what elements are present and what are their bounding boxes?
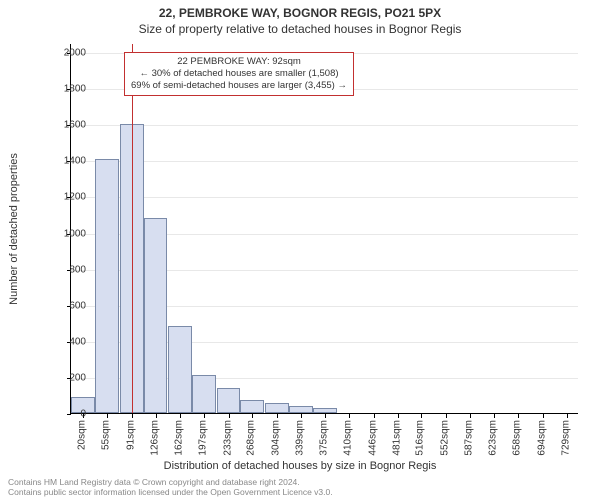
footer-attribution: Contains HM Land Registry data © Crown c… (8, 478, 333, 498)
x-tick-label: 694sqm (536, 420, 547, 456)
y-tick-label: 600 (46, 300, 86, 311)
x-tick-mark (132, 414, 133, 418)
x-tick-label: 446sqm (367, 420, 378, 456)
x-tick-mark (325, 414, 326, 418)
histogram-bar (289, 406, 313, 413)
x-tick-label: 623sqm (488, 420, 499, 456)
x-tick-mark (107, 414, 108, 418)
x-tick-mark (349, 414, 350, 418)
x-tick-label: 375sqm (319, 420, 330, 456)
y-tick-label: 0 (46, 409, 86, 420)
chart-title-line1: 22, PEMBROKE WAY, BOGNOR REGIS, PO21 5PX (0, 6, 600, 20)
x-tick-label: 197sqm (197, 420, 208, 456)
y-tick-label: 1000 (46, 228, 86, 239)
x-tick-mark (518, 414, 519, 418)
x-tick-label: 410sqm (343, 420, 354, 456)
y-tick-label: 1400 (46, 156, 86, 167)
x-tick-label: 481sqm (391, 420, 402, 456)
x-tick-label: 552sqm (440, 420, 451, 456)
y-tick-label: 1800 (46, 84, 86, 95)
x-tick-label: 55sqm (101, 420, 112, 450)
x-tick-mark (446, 414, 447, 418)
x-tick-label: 339sqm (294, 420, 305, 456)
annotation-line: 69% of semi-detached houses are larger (… (131, 80, 347, 92)
gridline (71, 197, 578, 198)
x-tick-label: 20sqm (77, 420, 88, 450)
histogram-bar (265, 403, 289, 413)
x-tick-mark (421, 414, 422, 418)
y-tick-label: 200 (46, 372, 86, 383)
x-tick-label: 233sqm (222, 420, 233, 456)
histogram-bar (144, 218, 168, 413)
x-tick-label: 162sqm (174, 420, 185, 456)
x-tick-mark (204, 414, 205, 418)
y-tick-label: 1600 (46, 120, 86, 131)
y-tick-label: 1200 (46, 192, 86, 203)
annotation-line: 22 PEMBROKE WAY: 92sqm (131, 56, 347, 68)
x-tick-mark (301, 414, 302, 418)
x-tick-mark (277, 414, 278, 418)
x-tick-mark (180, 414, 181, 418)
histogram-bar (313, 408, 337, 413)
y-tick-label: 2000 (46, 48, 86, 59)
gridline (71, 125, 578, 126)
x-tick-mark (398, 414, 399, 418)
histogram-bar (192, 375, 216, 413)
x-tick-mark (252, 414, 253, 418)
x-tick-mark (567, 414, 568, 418)
x-tick-label: 126sqm (149, 420, 160, 456)
x-axis-label: Distribution of detached houses by size … (0, 460, 600, 472)
marker-annotation: 22 PEMBROKE WAY: 92sqm← 30% of detached … (124, 52, 354, 96)
marker-line (132, 44, 133, 413)
x-tick-label: 516sqm (415, 420, 426, 456)
x-tick-label: 587sqm (463, 420, 474, 456)
x-tick-label: 91sqm (125, 420, 136, 450)
histogram-bar (217, 388, 241, 413)
chart-title-line2: Size of property relative to detached ho… (0, 22, 600, 36)
x-tick-label: 658sqm (512, 420, 523, 456)
histogram-bar (95, 159, 119, 413)
y-axis-label: Number of detached properties (8, 153, 20, 305)
x-tick-mark (494, 414, 495, 418)
gridline (71, 161, 578, 162)
x-tick-label: 729sqm (560, 420, 571, 456)
x-tick-mark (374, 414, 375, 418)
y-tick-label: 400 (46, 336, 86, 347)
x-tick-label: 268sqm (246, 420, 257, 456)
histogram-bar (240, 400, 264, 413)
x-tick-label: 304sqm (270, 420, 281, 456)
x-tick-mark (470, 414, 471, 418)
chart-container: 22, PEMBROKE WAY, BOGNOR REGIS, PO21 5PX… (0, 0, 600, 500)
footer-line2: Contains public sector information licen… (8, 488, 333, 498)
x-tick-mark (543, 414, 544, 418)
plot-area (70, 44, 578, 414)
histogram-bar (168, 326, 192, 413)
x-tick-mark (156, 414, 157, 418)
x-tick-mark (229, 414, 230, 418)
annotation-line: ← 30% of detached houses are smaller (1,… (131, 68, 347, 80)
y-tick-label: 800 (46, 264, 86, 275)
